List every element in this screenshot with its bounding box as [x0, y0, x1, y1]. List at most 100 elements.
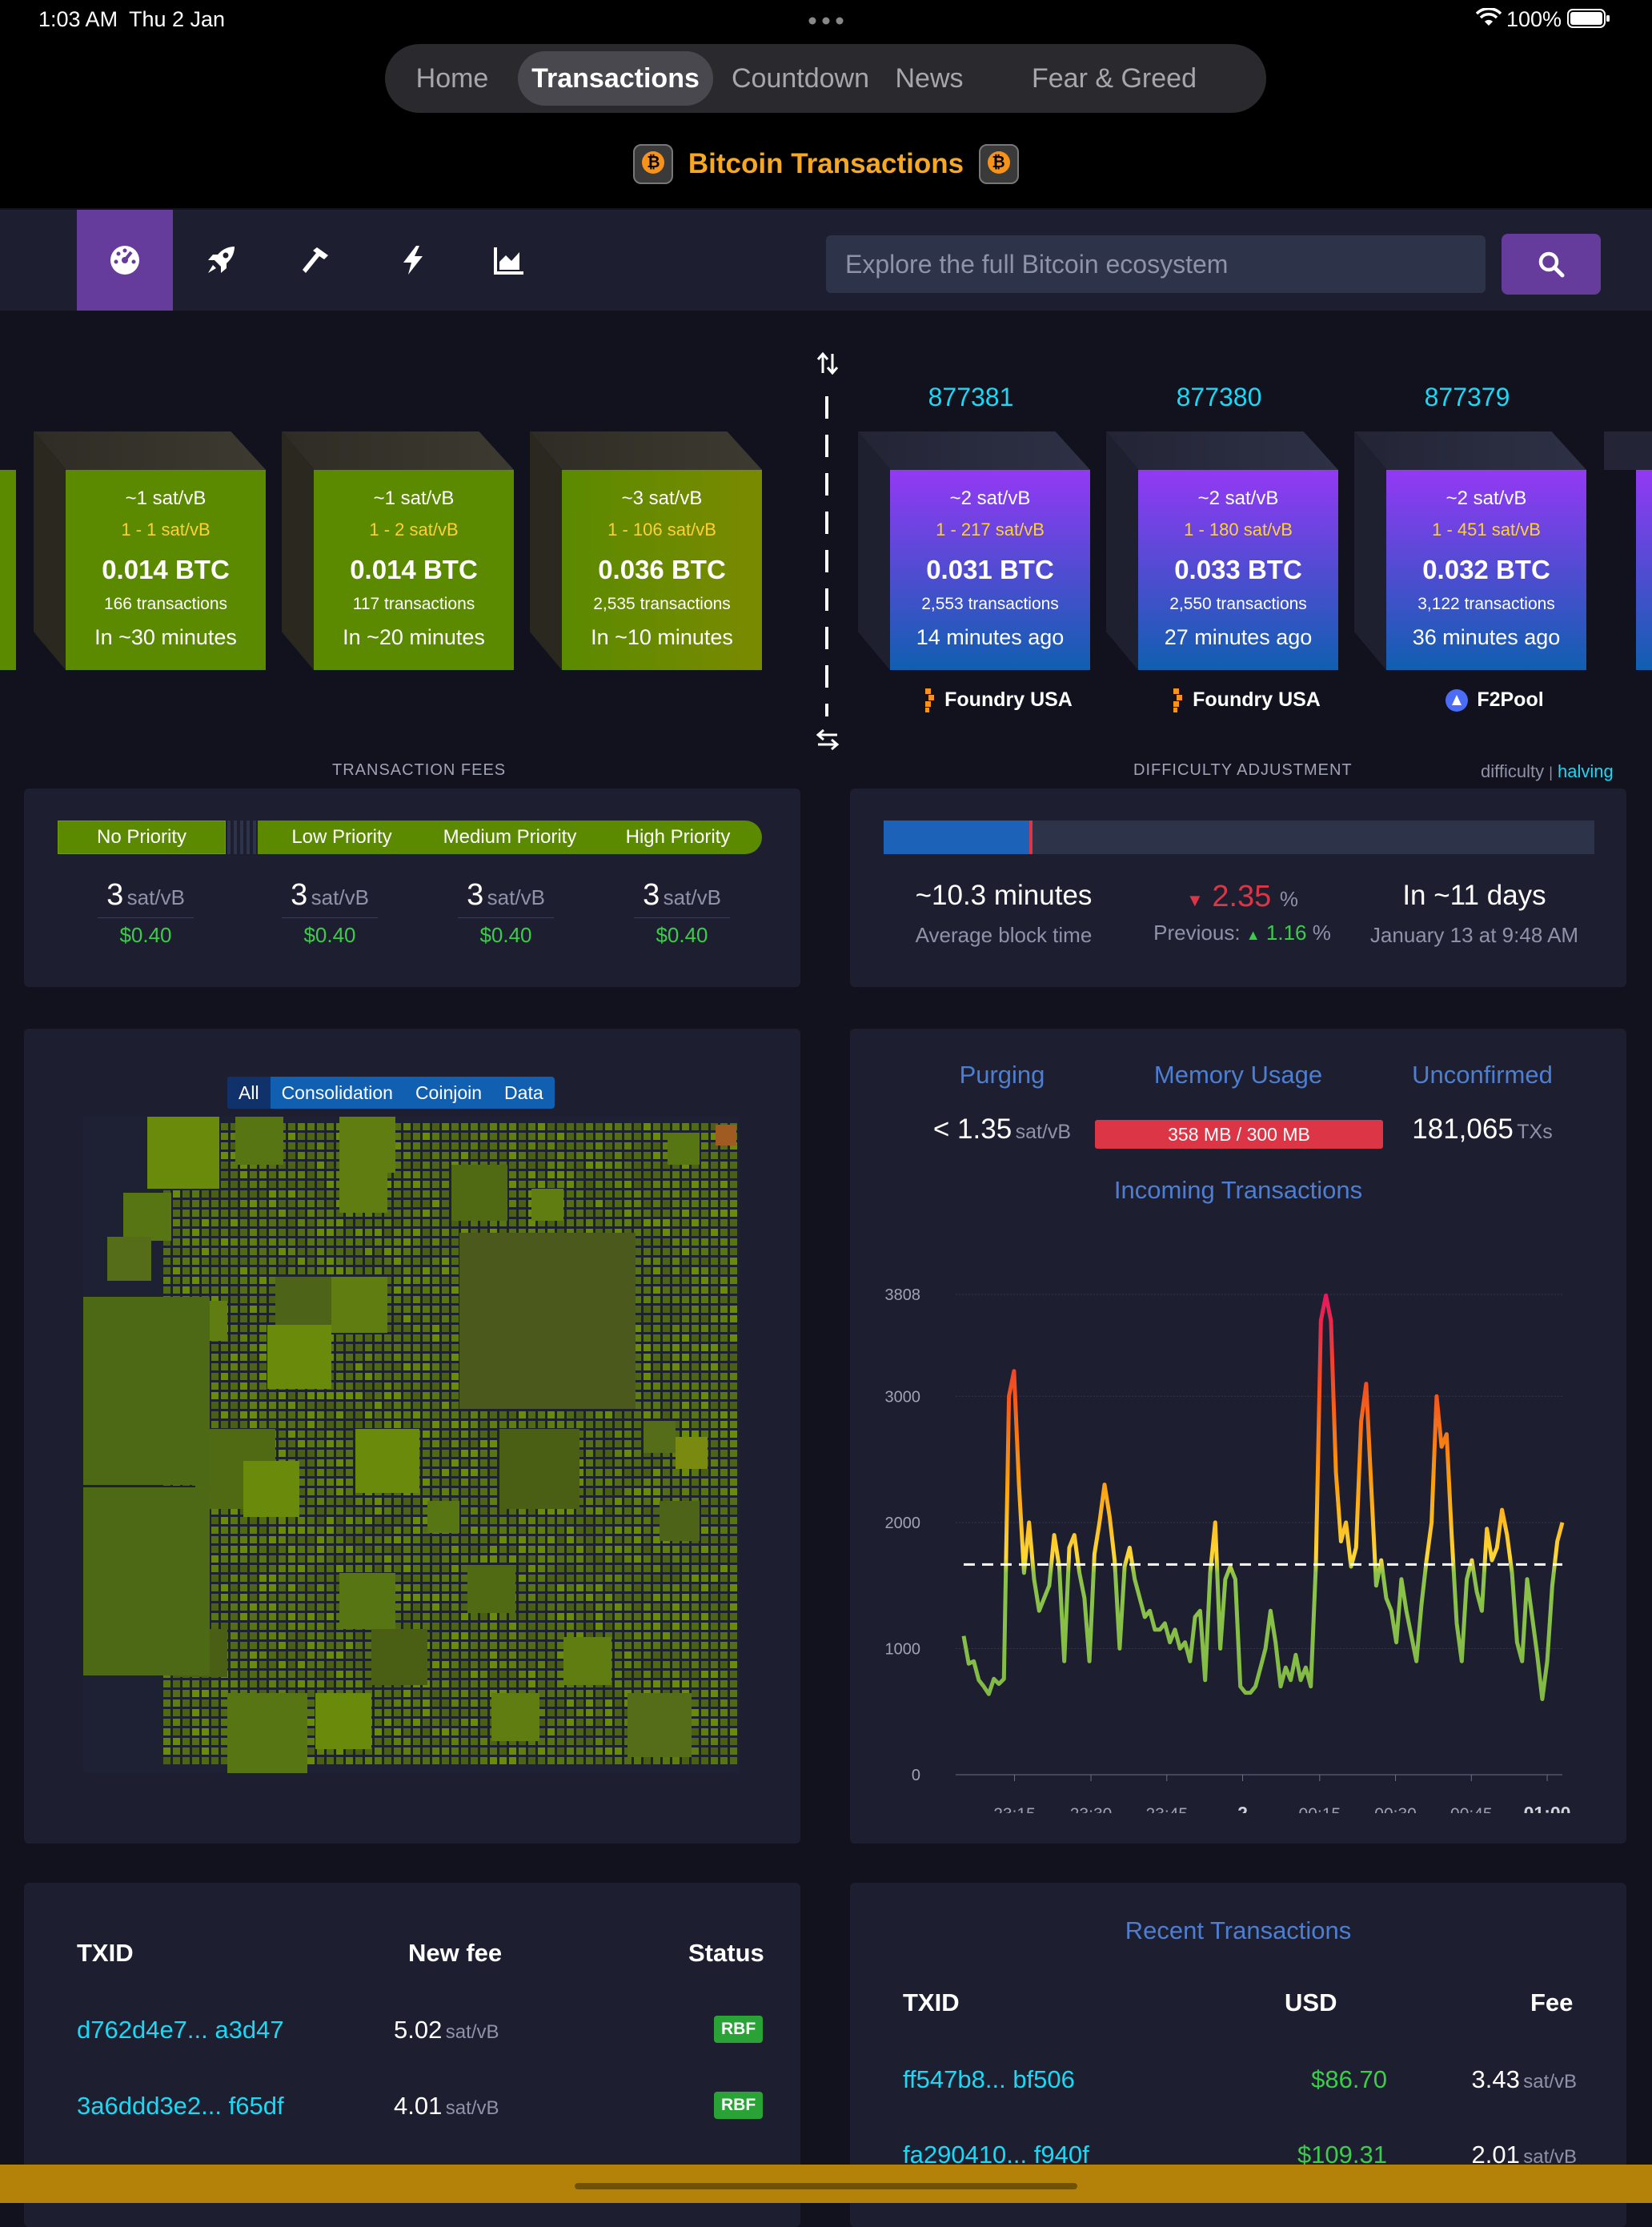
mined-block[interactable]: ~2 sat/vB 1 - 451 sat/vB 0.032 BTC 3,122…: [1354, 431, 1586, 670]
tx-block-small: [365, 1219, 372, 1226]
tx-block-small: [375, 1421, 382, 1428]
tx-block-small: [327, 1152, 334, 1159]
swap-horizontal-icon[interactable]: [815, 727, 840, 752]
tx-block-small: [442, 1382, 449, 1390]
tx-block-small: [567, 1719, 574, 1726]
tx-block-small: [509, 1171, 516, 1178]
tx-block-small: [413, 1229, 420, 1236]
tx-block-small: [634, 1507, 641, 1515]
tx-block-small: [413, 1258, 420, 1265]
tx-block-small: [423, 1171, 430, 1178]
tx-block-small: [480, 1479, 487, 1486]
tx-block-small: [211, 1747, 219, 1755]
search-input[interactable]: [826, 235, 1486, 293]
tx-block-small: [634, 1382, 641, 1390]
area-chart-icon[interactable]: [461, 210, 557, 311]
tx-block-small: [298, 1152, 305, 1159]
tx-block-small: [413, 1162, 420, 1169]
block-height-link[interactable]: 877379: [1424, 383, 1510, 411]
tx-block-small: [403, 1162, 411, 1169]
hammer-icon[interactable]: [269, 210, 365, 311]
rocket-icon[interactable]: [173, 210, 269, 311]
mining-pool-name: Foundry USA: [944, 688, 1073, 711]
filter-consolidation[interactable]: Consolidation: [281, 1082, 393, 1103]
tx-block-small: [307, 1450, 315, 1457]
tx-block-small: [211, 1286, 219, 1294]
tx-block-small: [413, 1315, 420, 1322]
tx-block-small: [307, 1498, 315, 1505]
block-height-link[interactable]: 877381: [928, 383, 1014, 411]
mining-pool[interactable]: F2Pool: [1394, 688, 1594, 712]
tx-block-small: [692, 1671, 699, 1678]
block-fee-range: 1 - 451 sat/vB: [1432, 520, 1541, 540]
mempool-block[interactable]: ~1 sat/vB 1 - 2 sat/vB 0.014 BTC 117 tra…: [282, 431, 514, 670]
mining-pool[interactable]: Foundry USA: [1146, 688, 1346, 713]
dashboard-icon[interactable]: [77, 210, 173, 311]
tx-block-small: [692, 1296, 699, 1303]
tx-block-small: [423, 1152, 430, 1159]
home-indicator[interactable]: [575, 2183, 1077, 2189]
nav-tab-news[interactable]: News: [895, 63, 964, 94]
tx-block-small: [221, 1575, 228, 1582]
mined-block[interactable]: ~2 sat/vB 1 - 180 sat/vB 0.033 BTC 2,550…: [1106, 431, 1338, 670]
tx-block-small: [634, 1238, 641, 1246]
tx-block-small: [394, 1315, 401, 1322]
tx-block-small: [720, 1642, 728, 1649]
filter-data[interactable]: Data: [504, 1082, 543, 1103]
tx-block-small: [682, 1210, 689, 1217]
recent-txid-link[interactable]: ff547b8... bf506: [903, 2065, 1075, 2093]
filter-coinjoin[interactable]: Coinjoin: [415, 1082, 483, 1103]
tx-block-small: [576, 1613, 583, 1620]
rbf-txid-link[interactable]: d762d4e7... a3d47: [77, 2016, 284, 2044]
mempool-block[interactable]: ~3 sat/vB 1 - 106 sat/vB 0.036 BTC 2,535…: [530, 431, 762, 670]
tx-block-small: [576, 1181, 583, 1188]
nav-tab-countdown[interactable]: Countdown: [731, 63, 869, 94]
tx-block-small: [701, 1248, 708, 1255]
mining-pool[interactable]: Foundry USA: [898, 688, 1098, 713]
tx-block-small: [509, 1411, 516, 1418]
tx-block-small: [442, 1142, 449, 1150]
tx-block-small: [355, 1565, 363, 1572]
tx-block-small: [720, 1402, 728, 1409]
tx-block-small: [432, 1450, 439, 1457]
lightning-icon[interactable]: [365, 210, 461, 311]
mempool-treemap[interactable]: [83, 1117, 740, 1773]
tx-block-small: [375, 1536, 382, 1543]
mempool-block-partial[interactable]: [0, 470, 16, 670]
tx-block-small: [701, 1344, 708, 1351]
block-height-link[interactable]: 877380: [1176, 383, 1262, 411]
rbf-txid-link[interactable]: 3a6ddd3e2... f65df: [77, 2092, 284, 2120]
tx-block-small: [519, 1229, 526, 1236]
search-button[interactable]: [1502, 234, 1601, 295]
nav-tab-home[interactable]: Home: [415, 63, 489, 94]
tx-block-small: [173, 1728, 180, 1735]
tx-block-small: [634, 1363, 641, 1370]
mined-block-partial[interactable]: [1636, 470, 1652, 670]
tx-block-small: [634, 1671, 641, 1678]
multitask-dots-icon[interactable]: [808, 14, 844, 25]
tx-block-small: [586, 1584, 593, 1591]
mined-block[interactable]: ~2 sat/vB 1 - 217 sat/vB 0.031 BTC 2,553…: [858, 431, 1090, 670]
tx-block-small: [259, 1411, 267, 1418]
tx-block-small: [182, 1219, 190, 1226]
difficulty-link[interactable]: difficulty: [1481, 761, 1545, 781]
tx-block-small: [442, 1632, 449, 1639]
halving-link[interactable]: halving: [1558, 761, 1614, 781]
tx-block-small: [644, 1123, 651, 1130]
tx-block-small: [586, 1603, 593, 1611]
tx-block-small: [663, 1229, 670, 1236]
nav-tab-fear-greed[interactable]: Fear & Greed: [1032, 63, 1197, 94]
tx-block-small: [682, 1757, 689, 1764]
nav-tab-transactions[interactable]: Transactions: [518, 51, 713, 106]
tx-block-small: [576, 1728, 583, 1735]
tx-block-small: [259, 1421, 267, 1428]
filter-all[interactable]: All: [227, 1077, 271, 1109]
tx-block-small: [298, 1238, 305, 1246]
swap-vertical-icon[interactable]: [815, 351, 840, 376]
tx-block-small: [182, 1277, 190, 1284]
tx-block-medium: [267, 1325, 331, 1389]
mempool-block[interactable]: ~1 sat/vB 1 - 1 sat/vB 0.014 BTC 166 tra…: [34, 431, 266, 670]
incoming-transactions-chart[interactable]: 3808300020001000023:1523:3023:45200:1500…: [850, 1221, 1626, 1813]
tx-block-small: [682, 1315, 689, 1322]
recent-txid-link[interactable]: fa290410... f940f: [903, 2141, 1089, 2169]
